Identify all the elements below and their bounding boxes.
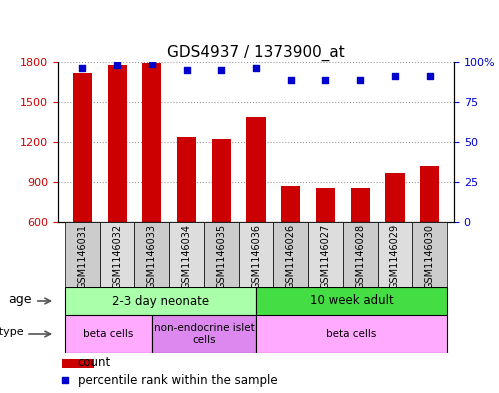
Bar bbox=[134, 222, 169, 287]
Point bbox=[356, 77, 364, 83]
Text: GSM1146036: GSM1146036 bbox=[251, 224, 261, 289]
Text: cell type: cell type bbox=[0, 327, 23, 337]
Bar bbox=[212, 140, 231, 302]
Text: GSM1146027: GSM1146027 bbox=[320, 224, 330, 289]
Bar bbox=[343, 222, 378, 287]
Bar bbox=[239, 222, 273, 287]
Bar bbox=[73, 73, 92, 302]
Bar bbox=[308, 222, 343, 287]
Bar bbox=[281, 186, 300, 302]
Point bbox=[287, 77, 295, 83]
Bar bbox=[256, 287, 447, 315]
Text: GSM1146033: GSM1146033 bbox=[147, 224, 157, 289]
Point bbox=[252, 65, 260, 72]
Point bbox=[183, 67, 191, 73]
Title: GDS4937 / 1373900_at: GDS4937 / 1373900_at bbox=[167, 44, 345, 61]
Bar bbox=[247, 117, 265, 302]
Bar bbox=[152, 315, 256, 353]
Text: non-endocrine islet
cells: non-endocrine islet cells bbox=[154, 323, 254, 345]
Bar bbox=[62, 359, 94, 368]
Text: GSM1146030: GSM1146030 bbox=[425, 224, 435, 289]
Bar bbox=[420, 166, 439, 302]
Point bbox=[113, 62, 121, 68]
Text: beta cells: beta cells bbox=[326, 329, 377, 339]
Point bbox=[426, 73, 434, 79]
Bar bbox=[169, 222, 204, 287]
Bar bbox=[65, 222, 100, 287]
Bar bbox=[385, 173, 405, 302]
Point bbox=[61, 377, 69, 384]
Text: GSM1146026: GSM1146026 bbox=[286, 224, 296, 289]
Bar bbox=[100, 222, 134, 287]
Point bbox=[217, 67, 225, 73]
Text: GSM1146034: GSM1146034 bbox=[182, 224, 192, 289]
Point bbox=[78, 65, 86, 72]
Bar bbox=[256, 315, 447, 353]
Bar bbox=[378, 222, 412, 287]
Bar bbox=[351, 188, 370, 302]
Text: percentile rank within the sample: percentile rank within the sample bbox=[78, 374, 277, 387]
Text: GSM1146035: GSM1146035 bbox=[216, 224, 226, 289]
Bar bbox=[65, 315, 152, 353]
Point bbox=[148, 61, 156, 67]
Text: beta cells: beta cells bbox=[83, 329, 134, 339]
Text: GSM1146031: GSM1146031 bbox=[77, 224, 87, 289]
Text: count: count bbox=[78, 356, 111, 369]
Bar bbox=[107, 65, 127, 302]
Bar bbox=[142, 63, 161, 302]
Bar bbox=[204, 222, 239, 287]
Point bbox=[321, 77, 329, 83]
Bar bbox=[412, 222, 447, 287]
Bar bbox=[316, 188, 335, 302]
Text: GSM1146029: GSM1146029 bbox=[390, 224, 400, 289]
Text: GSM1146028: GSM1146028 bbox=[355, 224, 365, 289]
Text: age: age bbox=[8, 293, 32, 306]
Bar bbox=[65, 287, 256, 315]
Bar bbox=[177, 137, 196, 302]
Text: 2-3 day neonate: 2-3 day neonate bbox=[112, 294, 209, 307]
Bar bbox=[273, 222, 308, 287]
Text: 10 week adult: 10 week adult bbox=[310, 294, 393, 307]
Point bbox=[391, 73, 399, 79]
Text: GSM1146032: GSM1146032 bbox=[112, 224, 122, 289]
